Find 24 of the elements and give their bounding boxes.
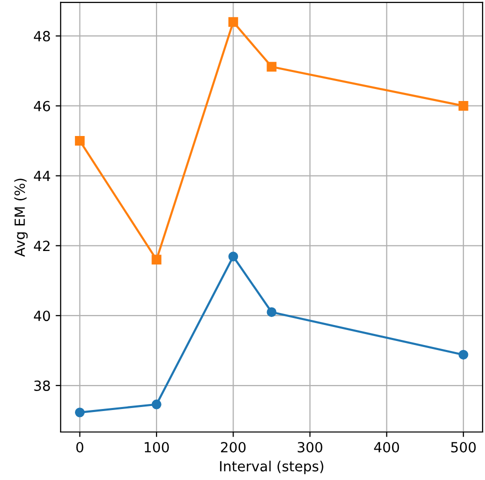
point (74, 136, 85, 146)
point (458, 101, 468, 111)
x-tick-label: 100 (144, 442, 169, 452)
y-tick-label: 46 (34, 100, 50, 112)
y-axis-title: Avg EM (%) (14, 178, 28, 257)
y-tick-label: 38 (34, 380, 50, 391)
point (458, 350, 468, 360)
y-tick-label: 48 (34, 30, 50, 42)
point (228, 252, 238, 262)
point (74, 408, 85, 418)
y-tick-label: 42 (34, 240, 50, 251)
x-tick-label: 500 (451, 442, 476, 452)
point (228, 17, 238, 27)
point (152, 400, 162, 410)
point (266, 307, 276, 317)
x-tick-label: 300 (298, 442, 322, 452)
x-tick-label: 200 (221, 442, 246, 452)
point (152, 254, 162, 265)
y-tick-label: 40 (34, 310, 50, 322)
point (266, 62, 276, 72)
x-tick-label: 400 (374, 442, 400, 452)
x-tick-label: 0 (76, 442, 84, 452)
y-tick-label: 44 (34, 170, 50, 182)
x-axis-title: Interval (steps) (220, 460, 324, 474)
